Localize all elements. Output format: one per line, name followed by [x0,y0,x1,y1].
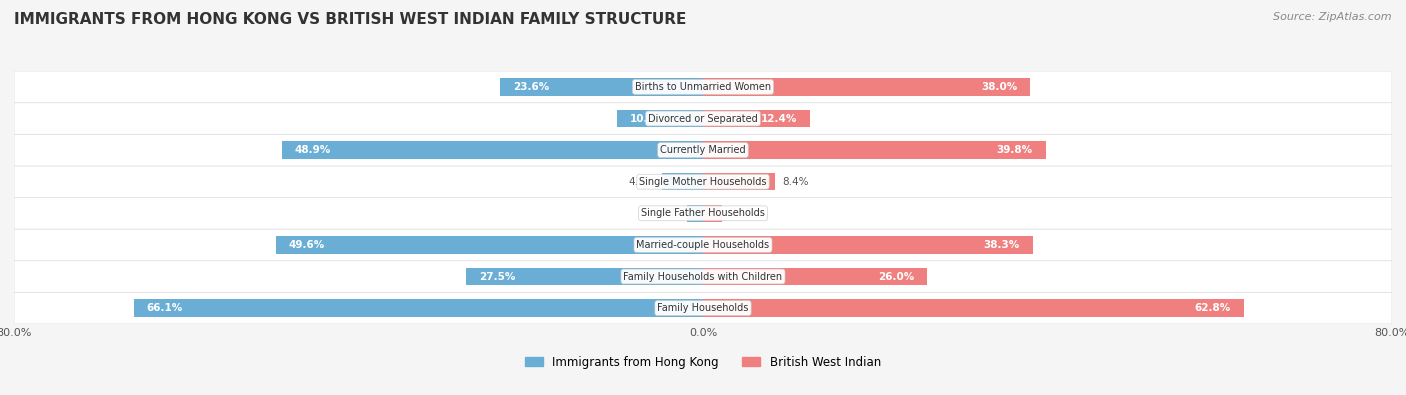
Text: 23.6%: 23.6% [513,82,548,92]
Bar [467,268,703,285]
Text: IMMIGRANTS FROM HONG KONG VS BRITISH WEST INDIAN FAMILY STRUCTURE: IMMIGRANTS FROM HONG KONG VS BRITISH WES… [14,12,686,27]
Text: Divorced or Separated: Divorced or Separated [648,113,758,124]
Legend: Immigrants from Hong Kong, British West Indian: Immigrants from Hong Kong, British West … [520,351,886,374]
Bar [703,78,1031,96]
Bar [703,173,775,190]
FancyBboxPatch shape [14,229,1392,261]
FancyBboxPatch shape [14,71,1392,103]
Bar [703,205,721,222]
Bar [617,110,703,127]
Bar [134,299,703,317]
Text: 12.4%: 12.4% [761,113,797,124]
Bar [281,141,703,159]
Text: 38.0%: 38.0% [981,82,1018,92]
Text: 49.6%: 49.6% [288,240,325,250]
Text: Family Households with Children: Family Households with Children [623,271,783,282]
Text: 10.0%: 10.0% [630,113,666,124]
Text: 8.4%: 8.4% [782,177,808,187]
Text: Births to Unmarried Women: Births to Unmarried Women [636,82,770,92]
Bar [703,141,1046,159]
Bar [703,268,927,285]
FancyBboxPatch shape [14,166,1392,198]
Bar [703,236,1033,254]
Text: 38.3%: 38.3% [984,240,1019,250]
Bar [703,299,1244,317]
Text: 48.9%: 48.9% [295,145,330,155]
Text: 4.8%: 4.8% [628,177,655,187]
Bar [276,236,703,254]
Bar [499,78,703,96]
FancyBboxPatch shape [14,198,1392,229]
FancyBboxPatch shape [14,261,1392,292]
Text: Source: ZipAtlas.com: Source: ZipAtlas.com [1274,12,1392,22]
Text: 66.1%: 66.1% [146,303,183,313]
Text: 1.8%: 1.8% [654,208,681,218]
Text: Married-couple Households: Married-couple Households [637,240,769,250]
Text: 2.2%: 2.2% [728,208,755,218]
Text: Family Households: Family Households [658,303,748,313]
FancyBboxPatch shape [14,292,1392,324]
Text: Single Father Households: Single Father Households [641,208,765,218]
FancyBboxPatch shape [14,134,1392,166]
Bar [703,110,810,127]
Bar [688,205,703,222]
Bar [662,173,703,190]
Text: Currently Married: Currently Married [661,145,745,155]
Text: 27.5%: 27.5% [479,271,516,282]
Text: Single Mother Households: Single Mother Households [640,177,766,187]
Text: 62.8%: 62.8% [1195,303,1230,313]
Text: 39.8%: 39.8% [997,145,1033,155]
Text: 26.0%: 26.0% [877,271,914,282]
FancyBboxPatch shape [14,103,1392,134]
